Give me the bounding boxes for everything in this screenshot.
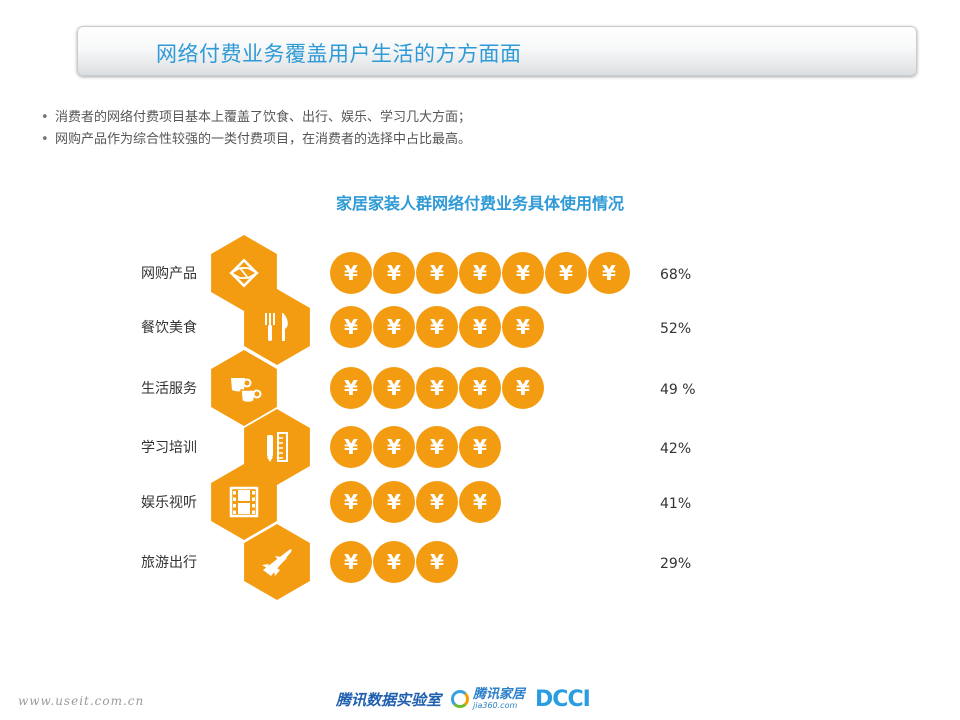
coin-mark — [459, 367, 501, 409]
coin-symbol: ¥ — [387, 435, 401, 459]
coin-mark — [373, 426, 415, 468]
coin-symbol: ¥ — [344, 435, 358, 459]
value-label: 42% — [660, 441, 691, 457]
logo-dcci: DCCI — [535, 686, 591, 712]
value-label: 68% — [660, 267, 691, 283]
coin-symbol: ¥ — [559, 261, 573, 285]
coin-mark — [416, 252, 458, 294]
value-label: 49 % — [660, 382, 696, 398]
fork-knife-icon — [265, 313, 288, 341]
coin-mark — [459, 252, 501, 294]
coin-symbol: ¥ — [344, 376, 358, 400]
title-bar: 网络付费业务覆盖用户生活的方方面面 — [77, 26, 917, 76]
coin-mark — [416, 367, 458, 409]
category-label: 网购产品 — [141, 266, 197, 282]
coin-mark — [502, 367, 544, 409]
page-title: 网络付费业务覆盖用户生活的方方面面 — [156, 42, 522, 66]
coin-mark — [545, 252, 587, 294]
coin-mark — [373, 541, 415, 583]
coin-symbol: ¥ — [430, 550, 444, 574]
airplane-icon — [262, 549, 292, 576]
coin-symbol: ¥ — [387, 376, 401, 400]
logo-tencent-home: 腾讯家居 jia360.com — [451, 688, 525, 710]
box-icon — [229, 258, 259, 288]
bullet-dot: • — [41, 132, 49, 147]
coin-mark — [502, 306, 544, 348]
coin-symbol: ¥ — [602, 261, 616, 285]
coin-mark — [373, 481, 415, 523]
bullet-item: • 网购产品作为综合性较强的一类付费项目，在消费者的选择中占比最高。 — [41, 129, 471, 151]
category-label: 餐饮美食 — [141, 319, 197, 336]
coin-mark — [459, 481, 501, 523]
coin-mark — [330, 481, 372, 523]
coin-symbol: ¥ — [516, 376, 530, 400]
coin-mark — [416, 541, 458, 583]
logo-home-domain: jia360.com — [473, 701, 518, 710]
logo-tencent-data-lab: 腾讯数据实验室 — [336, 690, 442, 709]
value-label: 29% — [660, 556, 691, 572]
coin-symbol: ¥ — [473, 490, 487, 514]
coin-symbol: ¥ — [516, 261, 530, 285]
swirl-icon — [451, 690, 470, 708]
bullet-item: • 消费者的网络付费项目基本上覆盖了饮食、出行、娱乐、学习几大方面； — [41, 107, 471, 129]
coin-mark — [588, 252, 630, 294]
category-label: 娱乐视听 — [141, 495, 197, 511]
coin-mark — [330, 306, 372, 348]
category-hexagon — [244, 289, 310, 365]
coin-symbol: ¥ — [473, 376, 487, 400]
coin-symbol: ¥ — [344, 315, 358, 339]
coin-symbol: ¥ — [430, 490, 444, 514]
coin-symbol: ¥ — [344, 261, 358, 285]
coin-symbol: ¥ — [430, 376, 444, 400]
bullet-list: • 消费者的网络付费项目基本上覆盖了饮食、出行、娱乐、学习几大方面； • 网购产品作… — [41, 107, 471, 151]
chart-title: 家居家装人群网络付费业务具体使用情况 — [335, 194, 624, 213]
bullet-text: 消费者的网络付费项目基本上覆盖了饮食、出行、娱乐、学习几大方面； — [55, 110, 472, 125]
coin-symbol: ¥ — [473, 315, 487, 339]
cups-icon — [231, 378, 262, 404]
bullet-text: 网购产品作为综合性较强的一类付费项目，在消费者的选择中占比最高。 — [55, 132, 472, 147]
value-label: 52% — [660, 321, 691, 337]
film-icon — [229, 486, 259, 518]
coin-mark — [502, 252, 544, 294]
ruler-pencil-icon — [267, 432, 288, 462]
category-hexagon — [211, 464, 277, 540]
coin-symbol: ¥ — [430, 261, 444, 285]
coin-mark — [416, 426, 458, 468]
coin-mark — [373, 367, 415, 409]
coin-mark — [459, 306, 501, 348]
coin-symbol: ¥ — [473, 261, 487, 285]
coin-symbol: ¥ — [387, 261, 401, 285]
coin-mark — [416, 481, 458, 523]
coin-symbol: ¥ — [430, 435, 444, 459]
coin-symbol: ¥ — [430, 315, 444, 339]
coin-mark — [330, 541, 372, 583]
category-label: 旅游出行 — [141, 555, 197, 571]
footer-url: www.useit.com.cn — [18, 694, 145, 708]
coin-mark — [330, 252, 372, 294]
coin-mark — [373, 306, 415, 348]
coin-mark — [330, 426, 372, 468]
coin-mark — [459, 426, 501, 468]
coin-symbol: ¥ — [344, 550, 358, 574]
coin-symbol: ¥ — [387, 490, 401, 514]
coin-symbol: ¥ — [516, 315, 530, 339]
coin-mark — [416, 306, 458, 348]
coin-symbol: ¥ — [387, 315, 401, 339]
coin-symbol: ¥ — [387, 550, 401, 574]
category-label: 学习培训 — [141, 440, 197, 456]
logo-home-name: 腾讯家居 — [473, 687, 526, 702]
coin-symbol: ¥ — [473, 435, 487, 459]
bullet-dot: • — [41, 110, 49, 125]
logo-home-text: 腾讯家居 jia360.com — [473, 688, 525, 710]
coin-mark — [330, 367, 372, 409]
value-label: 41% — [660, 496, 691, 512]
coin-mark — [373, 252, 415, 294]
coin-symbol: ¥ — [344, 490, 358, 514]
footer-logos: 腾讯数据实验室 腾讯家居 jia360.com DCCI — [336, 686, 591, 712]
category-label: 生活服务 — [141, 381, 197, 397]
